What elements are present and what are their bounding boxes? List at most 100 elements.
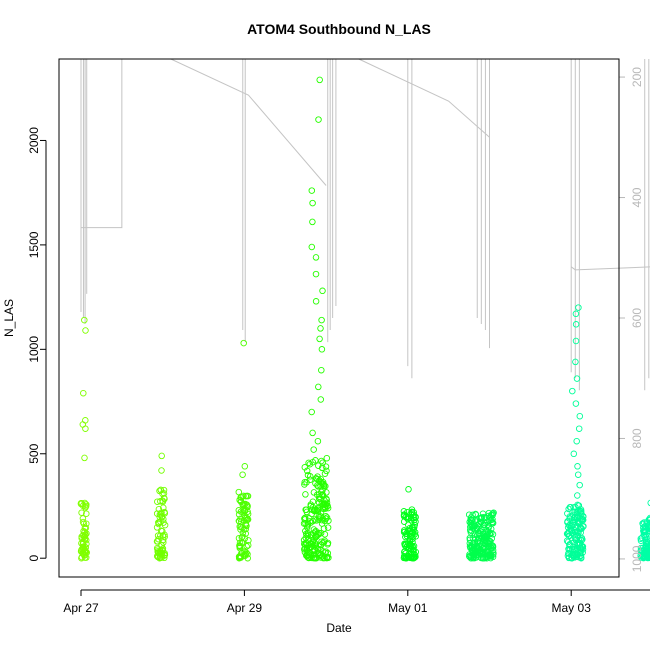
- data-point: [308, 243, 316, 251]
- data-point: [570, 450, 578, 458]
- data-point: [316, 335, 323, 343]
- data-point: [489, 519, 497, 527]
- data-point: [244, 542, 252, 549]
- data-point: [237, 494, 245, 501]
- data-point: [323, 553, 331, 561]
- data-point: [571, 508, 578, 515]
- data-point: [308, 408, 315, 416]
- data-point: [647, 537, 650, 545]
- data-point: [311, 542, 319, 549]
- data-point: [245, 537, 252, 544]
- x-tick-label: May 01: [388, 601, 428, 615]
- data-point: [77, 500, 85, 508]
- data-point: [153, 538, 161, 545]
- data-point: [564, 510, 571, 517]
- data-point: [319, 491, 327, 499]
- data-point: [569, 387, 576, 395]
- data-point: [310, 554, 318, 561]
- y-tick-label: 500: [27, 443, 41, 463]
- data-point: [78, 534, 85, 542]
- data-point: [318, 464, 326, 472]
- data-point: [487, 525, 495, 533]
- data-point: [573, 545, 581, 552]
- data-point: [155, 505, 163, 513]
- data-point: [80, 520, 88, 527]
- y2-tick-label: 800: [630, 428, 644, 448]
- data-point: [475, 520, 482, 528]
- data-point: [638, 534, 646, 542]
- data-point: [489, 542, 496, 550]
- data-point: [315, 116, 322, 123]
- x-tick-label: Apr 27: [63, 601, 99, 615]
- data-point: [565, 546, 573, 553]
- data-point: [647, 523, 650, 530]
- data-point: [318, 366, 325, 374]
- data-point: [304, 522, 312, 529]
- data-point: [570, 518, 577, 526]
- data-point: [572, 321, 580, 328]
- altitude-profile-lines: [80, 58, 650, 391]
- data-point: [472, 510, 479, 518]
- data-point: [480, 554, 487, 562]
- data-point: [572, 400, 580, 407]
- data-point: [300, 520, 308, 527]
- data-point: [489, 546, 497, 554]
- data-point: [471, 549, 478, 557]
- data-point: [154, 548, 161, 555]
- data-point: [313, 507, 320, 514]
- data-point: [574, 463, 581, 470]
- data-point: [489, 511, 496, 519]
- data-point: [321, 537, 328, 544]
- data-point: [239, 471, 246, 478]
- data-point: [477, 518, 485, 526]
- data-point: [314, 473, 321, 480]
- y-tick-label: 2000: [27, 127, 41, 154]
- data-point: [79, 540, 87, 548]
- y2-tick-label: 1000: [630, 545, 644, 572]
- data-point: [638, 554, 645, 561]
- data-point: [324, 549, 332, 557]
- data-point: [82, 548, 90, 556]
- data-point: [573, 437, 580, 445]
- altitude-profile-path: [570, 266, 650, 271]
- data-point: [312, 254, 320, 261]
- data-point: [469, 540, 477, 548]
- data-point: [403, 509, 411, 516]
- y2-tick-label: 600: [630, 308, 644, 328]
- data-point: [318, 480, 326, 487]
- data-point: [161, 551, 169, 559]
- y-tick-label: 0: [27, 555, 41, 562]
- y-axis-label: N_LAS: [2, 299, 16, 337]
- data-point: [311, 539, 318, 547]
- y2-tick-label: 400: [630, 187, 644, 207]
- altitude-profile-path: [81, 59, 123, 229]
- data-point: [474, 537, 481, 544]
- data-point: [309, 429, 316, 437]
- data-point: [317, 325, 324, 332]
- data-point: [321, 517, 329, 525]
- data-point: [577, 524, 585, 532]
- data-point: [400, 508, 408, 515]
- data-point: [572, 310, 580, 318]
- data-point: [477, 515, 485, 522]
- data-point: [478, 514, 486, 521]
- data-point: [301, 515, 308, 522]
- data-point: [576, 481, 583, 489]
- data-point: [318, 316, 325, 324]
- data-point: [319, 287, 326, 295]
- data-point: [648, 551, 650, 558]
- data-point: [311, 516, 319, 523]
- data-point: [302, 491, 309, 498]
- data-point: [317, 495, 324, 502]
- data-point: [309, 517, 317, 525]
- data-point: [577, 509, 585, 517]
- data-point: [315, 383, 322, 391]
- data-point: [575, 536, 582, 543]
- data-point: [310, 446, 317, 453]
- data-point: [481, 540, 489, 547]
- data-point: [312, 532, 320, 540]
- data-point: [408, 509, 416, 516]
- data-point: [301, 479, 308, 486]
- data-point: [235, 554, 243, 562]
- data-point: [405, 486, 412, 493]
